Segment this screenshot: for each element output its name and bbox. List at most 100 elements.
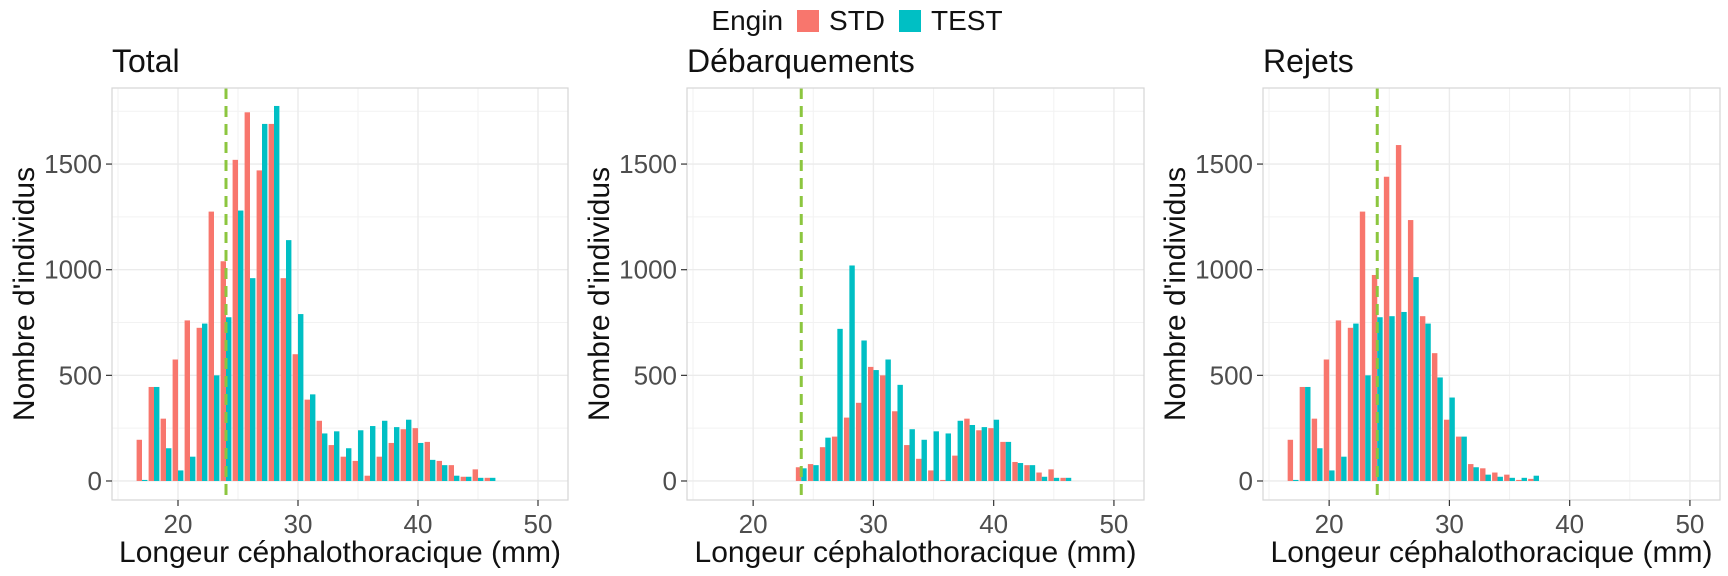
bar-std xyxy=(928,470,934,481)
bar-std xyxy=(1528,478,1534,481)
y-tick-label: 1500 xyxy=(44,149,102,179)
bar-std xyxy=(892,411,898,481)
x-tick-label: 40 xyxy=(979,509,1008,539)
bar-std xyxy=(855,402,862,481)
bar-test xyxy=(178,470,184,481)
x-axis-label: Longeur céphalothoracique (mm) xyxy=(119,536,561,569)
bar-std xyxy=(292,354,298,481)
bar-std xyxy=(1516,479,1522,481)
bar-std xyxy=(1335,320,1342,481)
bar-test xyxy=(370,426,376,481)
bar-std xyxy=(1323,359,1330,481)
x-tick-label: 20 xyxy=(1315,509,1344,539)
bar-test xyxy=(466,476,472,481)
bars xyxy=(1287,145,1539,481)
bar-std xyxy=(1431,353,1438,481)
bar-std xyxy=(880,375,886,481)
bar-test xyxy=(454,475,460,481)
bar-std xyxy=(1371,274,1378,481)
bar-std xyxy=(448,465,454,481)
bar-test xyxy=(957,420,963,481)
bar-test xyxy=(1305,386,1311,481)
bar-std xyxy=(1299,386,1306,481)
bar-test xyxy=(1053,477,1060,481)
bar-test xyxy=(1413,277,1419,481)
bar-test xyxy=(154,386,160,481)
bar-test xyxy=(490,477,496,481)
bar-test xyxy=(1437,377,1443,481)
bar-test xyxy=(418,442,424,481)
legend-swatch-std xyxy=(797,10,820,32)
bar-std xyxy=(304,399,310,481)
bar-test xyxy=(1509,477,1515,481)
bar-std xyxy=(1287,439,1294,481)
bar-std xyxy=(1383,176,1390,481)
x-tick-label: 40 xyxy=(404,509,433,539)
bar-test xyxy=(322,433,328,481)
bar-test xyxy=(861,340,867,481)
bar-test xyxy=(1365,375,1371,481)
bar-std xyxy=(484,477,490,481)
legend-item-test: TEST xyxy=(899,5,1003,37)
y-axis-label: Nombre d'individus xyxy=(8,167,41,421)
bar-test xyxy=(382,420,388,481)
bar-test xyxy=(801,468,807,481)
bar-std xyxy=(1311,418,1318,481)
bar-test xyxy=(909,429,915,481)
major-gridlines xyxy=(112,88,568,500)
bar-test xyxy=(142,479,148,481)
bar-std xyxy=(172,359,178,481)
bar-std xyxy=(1000,441,1006,481)
x-axis-label: Longeur céphalothoracique (mm) xyxy=(695,536,1137,569)
bar-std xyxy=(280,278,286,481)
bar-std xyxy=(1456,436,1462,481)
bar-test xyxy=(286,240,292,481)
bar-std xyxy=(1024,465,1030,481)
bar-std xyxy=(988,428,994,481)
bar-std xyxy=(316,420,322,481)
x-tick-label: 20 xyxy=(164,509,193,539)
y-tick-label: 0 xyxy=(663,466,677,496)
bar-test xyxy=(406,419,412,481)
bar-std xyxy=(916,458,922,481)
bar-std xyxy=(1048,469,1054,481)
bar-test xyxy=(334,431,340,481)
x-tick-label: 30 xyxy=(284,509,313,539)
x-axis-label: Longeur céphalothoracique (mm) xyxy=(1271,536,1713,569)
y-tick-label: 1500 xyxy=(619,149,677,179)
y-tick-label: 1000 xyxy=(1195,255,1253,285)
bar-std xyxy=(268,123,274,481)
bar-test xyxy=(1029,465,1036,481)
bar-std xyxy=(940,479,946,481)
bar-std xyxy=(364,475,370,481)
bar-std xyxy=(1036,472,1042,481)
bar-test xyxy=(1461,436,1467,481)
bar-test xyxy=(1005,441,1012,481)
chart-panel-2: 20 30 40 50050010001500DébarquementsLongeur… xyxy=(583,43,1145,569)
panel-border xyxy=(686,87,1145,501)
bar-test xyxy=(310,394,316,481)
bar-test xyxy=(1065,477,1072,481)
bar-std xyxy=(1504,474,1510,481)
bar-test xyxy=(945,433,951,481)
bar-std xyxy=(400,429,406,481)
bar-std xyxy=(1347,327,1354,481)
minor-gridlines xyxy=(1263,88,1720,500)
bar-test xyxy=(274,105,280,481)
bar-test xyxy=(1521,477,1527,481)
bar-test xyxy=(1473,467,1479,481)
bar-std xyxy=(208,211,214,481)
bar-test xyxy=(430,459,436,481)
bar-test xyxy=(1353,323,1359,481)
bar-test xyxy=(849,265,855,481)
bar-std xyxy=(1468,464,1474,481)
bar-std xyxy=(1419,316,1426,481)
bar-std xyxy=(256,170,262,481)
